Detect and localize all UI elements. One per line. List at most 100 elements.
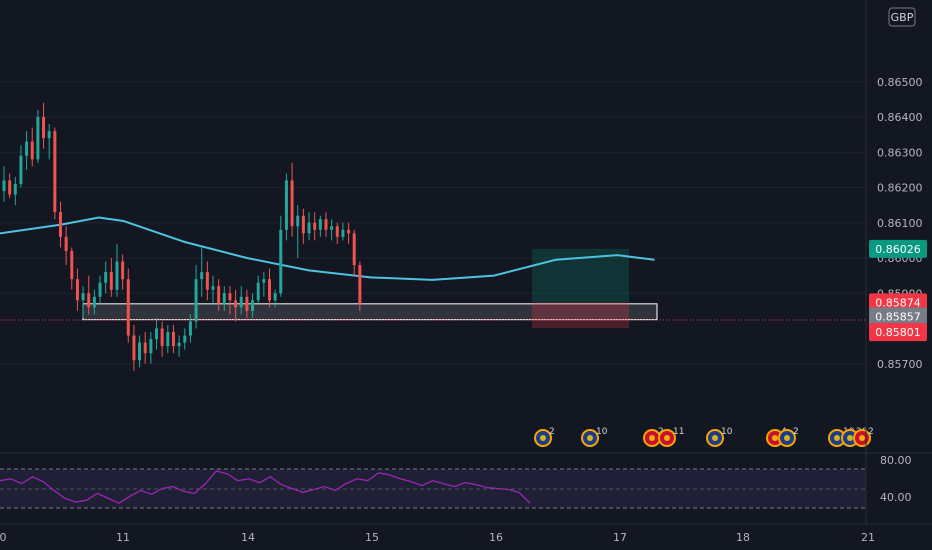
candle-body — [245, 296, 249, 311]
candle[interactable] — [121, 254, 125, 290]
candle[interactable] — [324, 212, 328, 237]
candle[interactable] — [166, 324, 170, 354]
candle-body — [30, 141, 34, 160]
candle[interactable] — [25, 131, 29, 170]
currency-badge[interactable]: GBP — [888, 7, 916, 27]
candle[interactable] — [205, 261, 209, 301]
candle[interactable] — [64, 226, 68, 266]
candle-body — [301, 215, 305, 234]
candle-body — [70, 250, 74, 280]
candle[interactable] — [188, 314, 192, 343]
candle[interactable] — [75, 268, 79, 311]
candle[interactable] — [160, 321, 164, 357]
candle[interactable] — [347, 222, 351, 244]
candle[interactable] — [273, 289, 277, 308]
eu-flag-icon[interactable]: 10 — [581, 427, 608, 447]
candle[interactable] — [245, 289, 249, 318]
candle[interactable] — [222, 286, 226, 311]
candle[interactable] — [335, 222, 339, 244]
candle[interactable] — [234, 289, 238, 322]
price-axis[interactable]: 0.857000.859000.860000.861000.862000.863… — [877, 76, 923, 371]
candle[interactable] — [92, 289, 96, 315]
candle[interactable] — [290, 162, 294, 237]
candle[interactable] — [171, 324, 175, 354]
loss-zone[interactable] — [532, 302, 629, 329]
candles[interactable] — [2, 102, 362, 371]
candle[interactable] — [138, 335, 142, 368]
candle[interactable] — [87, 275, 91, 315]
candle[interactable] — [217, 279, 221, 311]
candle[interactable] — [177, 335, 181, 357]
candle-body — [296, 215, 300, 227]
candle[interactable] — [58, 201, 62, 248]
candle[interactable] — [301, 208, 305, 244]
candle[interactable] — [98, 275, 102, 304]
candle[interactable] — [228, 286, 232, 315]
candle[interactable] — [36, 109, 40, 163]
profit-zone[interactable] — [532, 248, 629, 303]
position-tool[interactable] — [532, 248, 629, 329]
candle[interactable] — [13, 176, 17, 206]
candle[interactable] — [2, 166, 6, 202]
time-tick-label: 15 — [365, 531, 379, 544]
candle[interactable] — [330, 219, 334, 241]
event-count: 2 — [793, 427, 799, 437]
candle[interactable] — [149, 332, 153, 364]
candle-body — [53, 131, 57, 213]
candle[interactable] — [143, 332, 147, 364]
candle[interactable] — [296, 205, 300, 258]
candle[interactable] — [115, 243, 119, 297]
eu-flag-icon[interactable]: 2 — [534, 427, 555, 447]
price-pane[interactable]: 210211104210202 — [0, 0, 874, 452]
candle[interactable] — [104, 261, 108, 294]
candle-body — [87, 293, 91, 308]
rsi-line — [0, 470, 531, 504]
candle-body — [183, 335, 187, 343]
candle[interactable] — [200, 247, 204, 297]
candle[interactable] — [47, 124, 51, 160]
candle[interactable] — [8, 173, 12, 199]
candle[interactable] — [132, 324, 136, 371]
candle[interactable] — [211, 275, 215, 304]
currency-label: GBP — [891, 11, 914, 24]
grid-lines — [0, 81, 866, 365]
candle[interactable] — [256, 275, 260, 304]
candle[interactable] — [109, 258, 113, 297]
eu-flag-icon[interactable]: 10 — [706, 427, 733, 447]
candle[interactable] — [42, 102, 46, 149]
uk-flag-icon[interactable]: 11 — [658, 427, 684, 447]
candle-body — [166, 332, 170, 347]
candle[interactable] — [267, 268, 271, 308]
economic-events[interactable]: 210211104210202 — [534, 427, 874, 447]
candle[interactable] — [30, 127, 34, 167]
candle[interactable] — [284, 173, 288, 241]
candle[interactable] — [19, 145, 23, 188]
candle[interactable] — [341, 222, 345, 241]
price-tick-label: 0.86500 — [877, 76, 923, 89]
candle[interactable] — [81, 286, 85, 318]
candle-body — [324, 219, 328, 230]
eu-flag-icon[interactable]: 2 — [778, 427, 799, 447]
candle[interactable] — [194, 265, 198, 329]
candle[interactable] — [53, 127, 57, 220]
candle-body — [256, 282, 260, 301]
candle-body — [279, 229, 283, 294]
price-tick-label: 0.86100 — [877, 217, 923, 230]
candle[interactable] — [307, 212, 311, 241]
rsi-pane[interactable] — [0, 452, 932, 509]
candle[interactable] — [279, 215, 283, 297]
candle[interactable] — [70, 247, 74, 290]
candle[interactable] — [358, 261, 362, 311]
candle[interactable] — [251, 293, 255, 318]
candle[interactable] — [183, 328, 187, 350]
candle[interactable] — [239, 286, 243, 315]
candle[interactable] — [262, 272, 266, 297]
candle[interactable] — [352, 229, 356, 276]
time-axis[interactable]: 0 11 14 15 16 17 18 21 — [0, 531, 875, 544]
candle-body — [155, 328, 159, 340]
candle[interactable] — [155, 317, 159, 350]
candle[interactable] — [318, 215, 322, 237]
candle[interactable] — [126, 268, 130, 343]
candle[interactable] — [313, 212, 317, 241]
